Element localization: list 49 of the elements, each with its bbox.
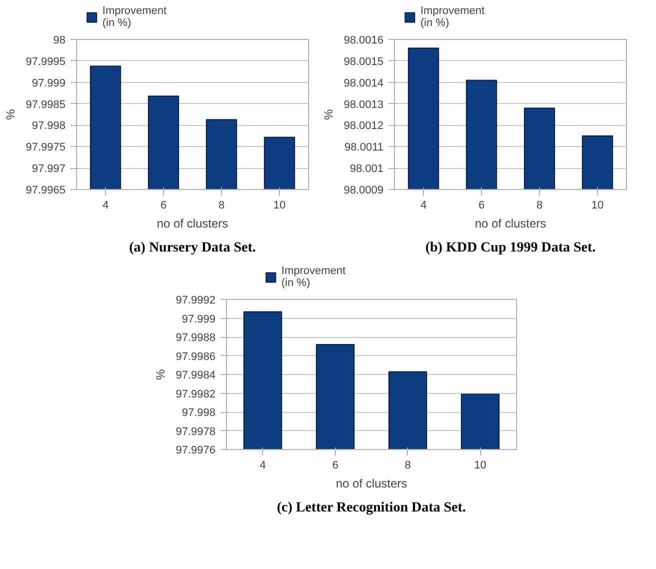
x-tick-label: 8 <box>218 200 225 212</box>
y-tick-label: 97.9988 <box>176 332 216 344</box>
y-axis-title: % <box>4 108 18 120</box>
y-tick-label: 97.998 <box>182 407 216 419</box>
y-axis-title: % <box>154 368 168 380</box>
y-tick-label: 97.999 <box>32 77 66 90</box>
y-tick-label: 97.9986 <box>176 350 216 363</box>
text: (b) KDD Cup 1999 Data Set. <box>425 240 596 256</box>
y-tick-label: 97.9978 <box>176 426 216 438</box>
y-tick-label: 97.9982 <box>176 388 216 400</box>
x-axis-title: no of clusters <box>336 476 408 490</box>
y-tick-label: 97.9992 <box>176 294 216 306</box>
y-tick-label: 98.0013 <box>344 98 384 111</box>
x-tick-label: 6 <box>478 200 485 212</box>
y-tick-label: 97.9975 <box>26 142 66 154</box>
y-tick-label: 97.998 <box>32 120 66 132</box>
x-tick-label: 10 <box>273 200 286 212</box>
x-axis-title: no of clusters <box>156 216 228 230</box>
x-tick-label: 10 <box>474 460 486 472</box>
x-tick-label: 6 <box>160 200 167 212</box>
y-tick-label: 97.9995 <box>26 56 66 68</box>
y-tick-label: 98.0015 <box>344 56 384 68</box>
legend-label: Improvement (in %) <box>102 5 167 29</box>
x-tick-label: 4 <box>260 460 266 472</box>
y-tick-label: 98.0009 <box>344 184 384 196</box>
y-tick-label: 98.0012 <box>344 120 384 132</box>
y-tick-label: 97.999 <box>182 313 216 326</box>
y-tick-label: 97.9965 <box>26 184 66 196</box>
y-axis-title: % <box>322 108 336 120</box>
x-tick-label: 10 <box>591 200 604 212</box>
y-tick-label: 98.0011 <box>344 142 384 154</box>
x-tick-label: 4 <box>420 200 427 212</box>
x-tick-label: 8 <box>404 460 411 472</box>
x-axis-title: no of clusters <box>474 216 546 230</box>
legend-label: Improvement (in %) <box>281 265 346 289</box>
x-tick-label: 6 <box>332 460 338 472</box>
text: (a) Nursery Data Set. <box>129 240 256 256</box>
y-tick-label: 97.997 <box>32 163 66 176</box>
y-tick-label: 98.0014 <box>344 77 384 90</box>
legend-label: Improvement (in %) <box>420 5 485 29</box>
x-tick-label: 4 <box>102 200 109 212</box>
text: (c) Letter Recognition Data Set. <box>276 500 466 516</box>
y-tick-label: 98.001 <box>350 163 384 176</box>
y-tick-label: 97.9985 <box>26 98 66 111</box>
y-tick-label: 98 <box>53 34 66 46</box>
y-tick-label: 97.9976 <box>176 444 216 456</box>
y-tick-label: 98.0016 <box>344 34 384 46</box>
x-tick-label: 8 <box>536 200 543 212</box>
y-tick-label: 97.9984 <box>176 370 216 382</box>
